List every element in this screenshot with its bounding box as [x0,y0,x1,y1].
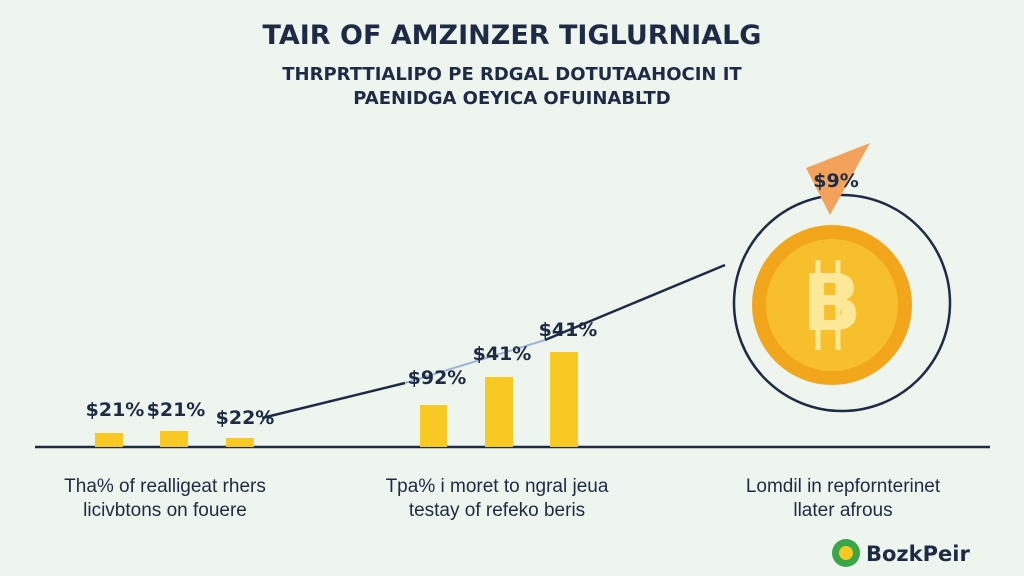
caption: Lomdil in repfornterinet [746,476,941,497]
bar [95,433,123,447]
badge-arrow [806,143,870,215]
coin-ring [732,193,952,413]
subtitle: THRPRTTIALIPO PE RDGAL DOTUTAAHOCIN IT [282,64,742,85]
bar [485,377,513,447]
coin-face [766,239,898,371]
bar-label: $41% [473,343,532,365]
bar-label: $22% [216,407,275,429]
logo: BozkPeir [866,542,970,566]
caption: testay of refeko beris [409,500,585,521]
subtitle: PAENIDGA OEYICA OFUINABLTD [353,88,671,109]
bar-label: $92% [408,367,467,389]
bar [550,352,578,447]
caption: Tha% of realligeat rhers [64,476,266,497]
bitcoin-symbol: B [802,259,861,349]
bar-label: $21% [147,399,206,421]
trend-line [404,339,546,384]
caption: licivbtons on fouere [83,500,247,521]
bar [420,405,447,447]
badge-label: $9% [813,170,858,192]
bar [160,431,188,447]
caption: llater afrous [793,500,892,521]
bar [226,438,254,447]
caption: Tpa% i moret to ngral jeua [386,476,609,497]
bar-label: $21% [86,399,145,421]
trend-line [261,381,406,420]
bar-label: $41% [539,319,598,341]
trend-line [544,263,726,342]
title: TAIR OF AMZINZER TIGLURNIALG [263,20,762,51]
logo-icon-inner [839,546,853,560]
